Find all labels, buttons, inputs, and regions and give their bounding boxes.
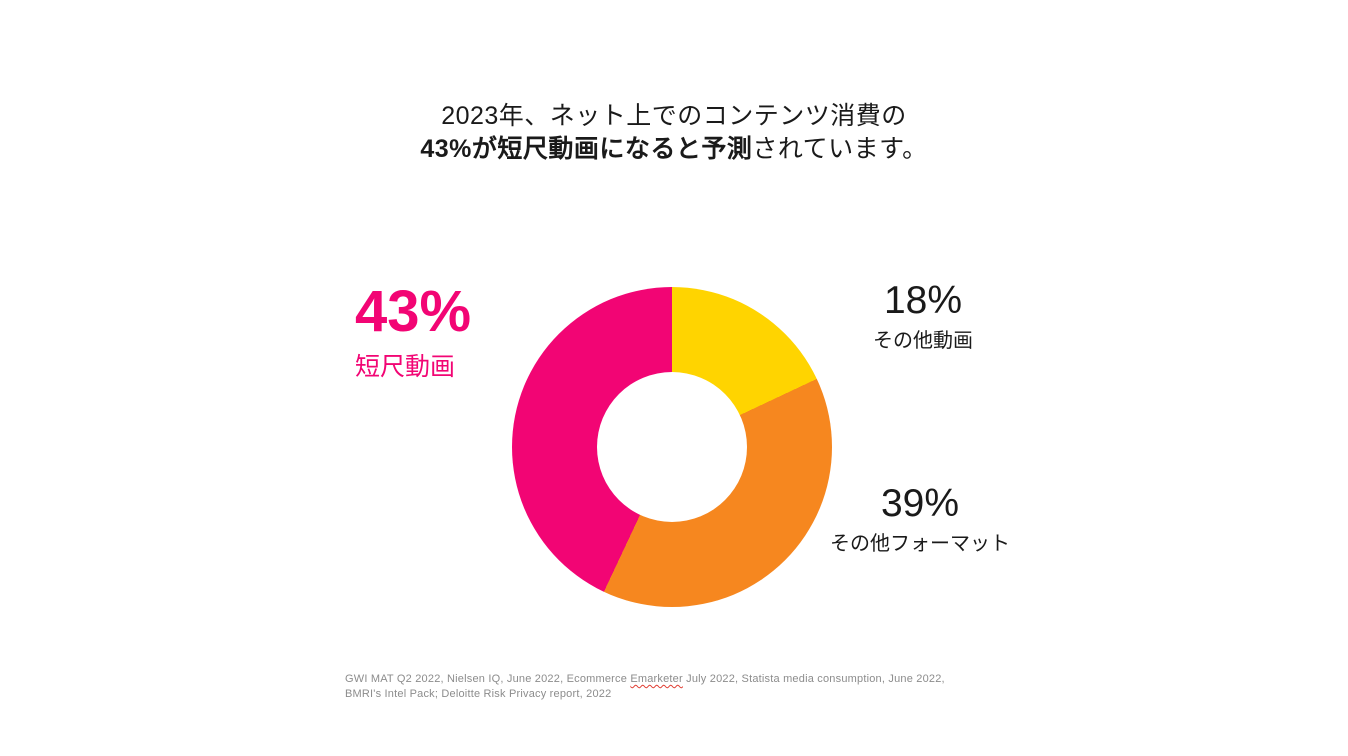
title-line2: 43%が短尺動画になると予測されています。 bbox=[0, 133, 1348, 166]
shortform-name-label: 短尺動画 bbox=[355, 353, 456, 381]
source-citation: GWI MAT Q2 2022, Nielsen IQ, June 2022, … bbox=[345, 672, 945, 702]
callout-shortform-video: 43% 短尺動画 bbox=[355, 283, 471, 383]
source-line1-before: GWI MAT Q2 2022, Nielsen IQ, June 2022, … bbox=[345, 673, 631, 685]
otherformat-percent-label: 39% bbox=[880, 482, 960, 525]
otherformat-name-label: その他フォーマット bbox=[830, 533, 1010, 555]
othervideo-percent-label: 18% bbox=[883, 279, 963, 322]
source-line1-after: July 2022, Statista media consumption, J… bbox=[682, 673, 945, 685]
donut-chart bbox=[512, 287, 832, 607]
callout-other-video: 18% その他動画 bbox=[843, 280, 1003, 353]
source-line1-spellcheck-word: Emarketer bbox=[630, 673, 683, 685]
shortform-percent-label: 43% bbox=[355, 279, 472, 344]
title-line2-normal: されています。 bbox=[752, 135, 928, 163]
callout-other-format: 39% その他フォーマット bbox=[825, 483, 1015, 556]
source-line1: GWI MAT Q2 2022, Nielsen IQ, June 2022, … bbox=[345, 672, 945, 687]
title-line2-bold: 43%が短尺動画になると予測 bbox=[420, 135, 753, 163]
source-line2: BMRI's Intel Pack; Deloitte Risk Privacy… bbox=[345, 688, 612, 700]
othervideo-name-label: その他動画 bbox=[873, 330, 973, 352]
title-line1: 2023年、ネット上でのコンテンツ消費の bbox=[441, 102, 907, 130]
donut-hole bbox=[597, 372, 747, 522]
page-title: 2023年、ネット上でのコンテンツ消費の 43%が短尺動画になると予測されていま… bbox=[0, 100, 1348, 166]
